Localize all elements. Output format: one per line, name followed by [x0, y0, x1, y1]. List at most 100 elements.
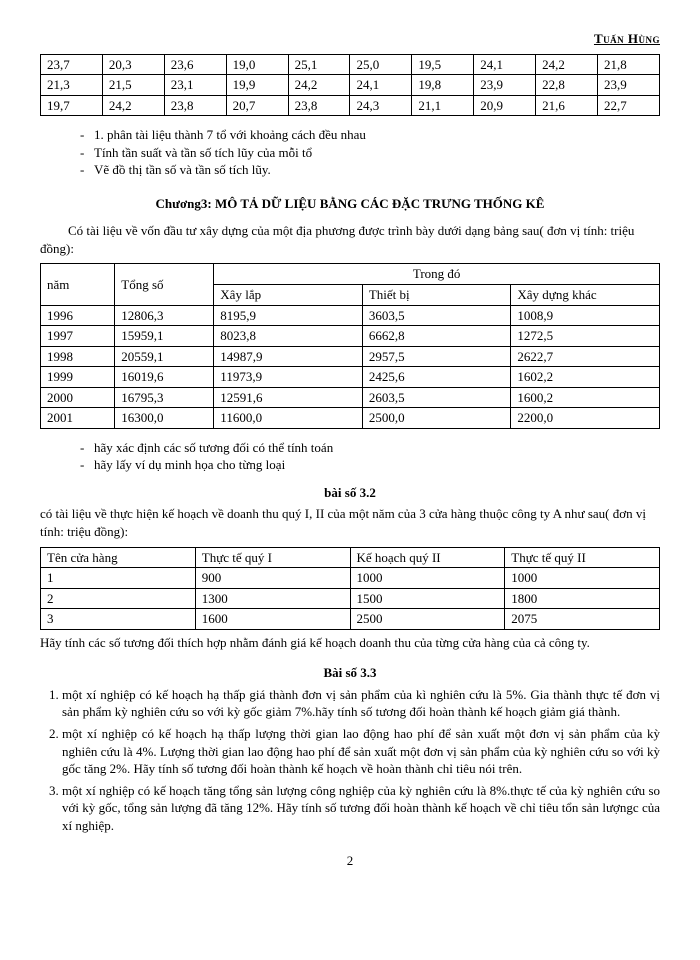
bullet-item: hãy lấy ví dụ minh họa cho từng loại: [80, 456, 660, 474]
table1-cell: 20,3: [102, 54, 164, 75]
ex33-item: một xí nghiệp có kế hoạch hạ thấp giá th…: [62, 686, 660, 721]
table2-cell: 1600,2: [511, 387, 660, 408]
table2-cell: 16795,3: [115, 387, 214, 408]
table3-cell: 1800: [505, 588, 660, 609]
table3-cell: 1: [41, 568, 196, 589]
ex33-item: một xí nghiệp có kế hoạch hạ thấp lượng …: [62, 725, 660, 778]
table1-cell: 19,8: [412, 75, 474, 96]
table1-cell: 23,6: [164, 54, 226, 75]
table2-cell: 15959,1: [115, 326, 214, 347]
table2-cell: 2001: [41, 408, 115, 429]
table1-cell: 25,1: [288, 54, 350, 75]
table3-cell: 1000: [505, 568, 660, 589]
page-number: 2: [40, 852, 660, 870]
data-table-1: 23,720,323,619,025,125,019,524,124,221,8…: [40, 54, 660, 117]
table1-cell: 23,9: [598, 75, 660, 96]
table1-cell: 22,7: [598, 95, 660, 116]
t2-h-c1: Xây lắp: [214, 285, 363, 306]
t3-h1: Tên cửa hàng: [41, 547, 196, 568]
bullets-2: hãy xác định các số tương đối có thể tín…: [80, 439, 660, 474]
table1-cell: 20,9: [474, 95, 536, 116]
ex33-list: một xí nghiệp có kế hoạch hạ thấp giá th…: [62, 686, 660, 834]
t2-h-total: Tổng số: [115, 264, 214, 305]
table3-cell: 2: [41, 588, 196, 609]
table1-cell: 21,5: [102, 75, 164, 96]
bullet-item: 1. phân tài liệu thành 7 tổ với khoảng c…: [80, 126, 660, 144]
table1-cell: 19,9: [226, 75, 288, 96]
table1-cell: 24,2: [288, 75, 350, 96]
table1-cell: 23,9: [474, 75, 536, 96]
table1-cell: 21,1: [412, 95, 474, 116]
table1-cell: 19,0: [226, 54, 288, 75]
table2-cell: 2603,5: [362, 387, 511, 408]
table1-cell: 24,2: [102, 95, 164, 116]
table3-cell: 1600: [195, 609, 350, 630]
t3-h2: Thực tế quý I: [195, 547, 350, 568]
table3-cell: 3: [41, 609, 196, 630]
table2-cell: 11973,9: [214, 367, 363, 388]
table2-cell: 20559,1: [115, 346, 214, 367]
table2-cell: 12591,6: [214, 387, 363, 408]
table2-cell: 8023,8: [214, 326, 363, 347]
table1-cell: 24,1: [474, 54, 536, 75]
chapter-3-title: Chương3: MÔ TẢ DỮ LIỆU BẰNG CÁC ĐẶC TRƯN…: [40, 195, 660, 213]
t3-h3: Kế hoạch quý II: [350, 547, 505, 568]
table3-cell: 2075: [505, 609, 660, 630]
ex32-after: Hãy tính các số tương đối thích hợp nhằm…: [40, 634, 660, 652]
table2-cell: 1999: [41, 367, 115, 388]
table1-cell: 21,3: [41, 75, 103, 96]
table2-cell: 11600,0: [214, 408, 363, 429]
ex33-title: Bài số 3.3: [40, 664, 660, 682]
table3-cell: 1000: [350, 568, 505, 589]
data-table-2: năm Tổng số Trong đó Xây lắp Thiết bị Xâ…: [40, 263, 660, 428]
table2-cell: 12806,3: [115, 305, 214, 326]
chapter-3-intro: Có tài liệu về vốn đầu tư xây dựng của m…: [40, 222, 660, 257]
table1-cell: 19,5: [412, 54, 474, 75]
table1-cell: 22,8: [536, 75, 598, 96]
table1-cell: 24,3: [350, 95, 412, 116]
bullets-1: 1. phân tài liệu thành 7 tổ với khoảng c…: [80, 126, 660, 179]
table2-cell: 1996: [41, 305, 115, 326]
table1-cell: 24,2: [536, 54, 598, 75]
table1-cell: 20,7: [226, 95, 288, 116]
table2-cell: 1997: [41, 326, 115, 347]
table2-cell: 16300,0: [115, 408, 214, 429]
table1-cell: 23,7: [41, 54, 103, 75]
table1-cell: 21,8: [598, 54, 660, 75]
table2-cell: 3603,5: [362, 305, 511, 326]
table2-cell: 2957,5: [362, 346, 511, 367]
data-table-3: Tên cửa hàng Thực tế quý I Kế hoạch quý …: [40, 547, 660, 630]
table1-cell: 19,7: [41, 95, 103, 116]
table1-cell: 21,6: [536, 95, 598, 116]
table3-cell: 1300: [195, 588, 350, 609]
table2-cell: 2425,6: [362, 367, 511, 388]
table2-cell: 1602,2: [511, 367, 660, 388]
ex32-intro: có tài liệu về thực hiện kế hoạch về doa…: [40, 505, 660, 540]
table2-cell: 1008,9: [511, 305, 660, 326]
table2-cell: 16019,6: [115, 367, 214, 388]
table2-cell: 8195,9: [214, 305, 363, 326]
table1-cell: 23,8: [164, 95, 226, 116]
table2-cell: 1998: [41, 346, 115, 367]
t2-h-c3: Xây dựng khác: [511, 285, 660, 306]
table3-cell: 900: [195, 568, 350, 589]
table1-cell: 25,0: [350, 54, 412, 75]
t2-h-in: Trong đó: [214, 264, 660, 285]
bullet-item: Tính tần suất và tần số tích lũy của mỗi…: [80, 144, 660, 162]
table2-cell: 2200,0: [511, 408, 660, 429]
table1-cell: 24,1: [350, 75, 412, 96]
table2-cell: 2000: [41, 387, 115, 408]
table1-cell: 23,8: [288, 95, 350, 116]
t2-h-year: năm: [41, 264, 115, 305]
table2-cell: 6662,8: [362, 326, 511, 347]
table2-cell: 2622,7: [511, 346, 660, 367]
table1-cell: 23,1: [164, 75, 226, 96]
table2-cell: 14987,9: [214, 346, 363, 367]
ex33-item: một xí nghiệp có kế hoạch tăng tổng sản …: [62, 782, 660, 835]
t3-h4: Thực tế quý II: [505, 547, 660, 568]
bullet-item: hãy xác định các số tương đối có thể tín…: [80, 439, 660, 457]
t2-h-c2: Thiết bị: [362, 285, 511, 306]
table3-cell: 1500: [350, 588, 505, 609]
header-author: Tuấn Hùng: [40, 30, 660, 48]
table2-cell: 2500,0: [362, 408, 511, 429]
